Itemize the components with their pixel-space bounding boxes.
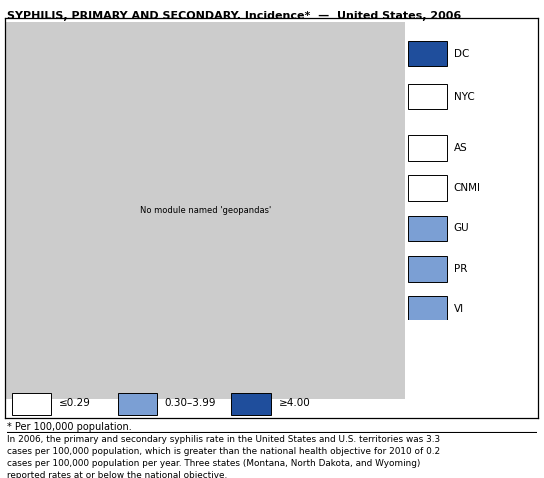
Text: VI: VI xyxy=(454,304,463,314)
Text: ≤0.29: ≤0.29 xyxy=(59,399,91,408)
Text: NYC: NYC xyxy=(454,92,474,101)
Bar xyxy=(408,296,447,322)
Bar xyxy=(408,216,447,241)
Bar xyxy=(12,393,51,415)
Text: No module named 'geopandas': No module named 'geopandas' xyxy=(140,206,271,215)
Bar xyxy=(118,393,157,415)
Text: DC: DC xyxy=(454,49,469,58)
Bar xyxy=(408,41,447,66)
Bar xyxy=(408,135,447,161)
Text: SYPHILIS, PRIMARY AND SECONDARY. Incidence*  —  United States, 2006: SYPHILIS, PRIMARY AND SECONDARY. Inciden… xyxy=(7,11,461,22)
Bar xyxy=(408,175,447,201)
Text: * Per 100,000 population.: * Per 100,000 population. xyxy=(7,422,132,432)
Bar xyxy=(408,84,447,109)
Text: In 2006, the primary and secondary syphilis rate in the United States and U.S. t: In 2006, the primary and secondary syphi… xyxy=(7,435,440,478)
Text: GU: GU xyxy=(454,224,469,233)
Text: AS: AS xyxy=(454,143,467,153)
Text: ≥4.00: ≥4.00 xyxy=(279,399,310,408)
Text: 0.30–3.99: 0.30–3.99 xyxy=(165,399,217,408)
Bar xyxy=(408,256,447,282)
Text: CNMI: CNMI xyxy=(454,184,480,193)
Text: PR: PR xyxy=(454,264,467,273)
Bar xyxy=(231,393,270,415)
